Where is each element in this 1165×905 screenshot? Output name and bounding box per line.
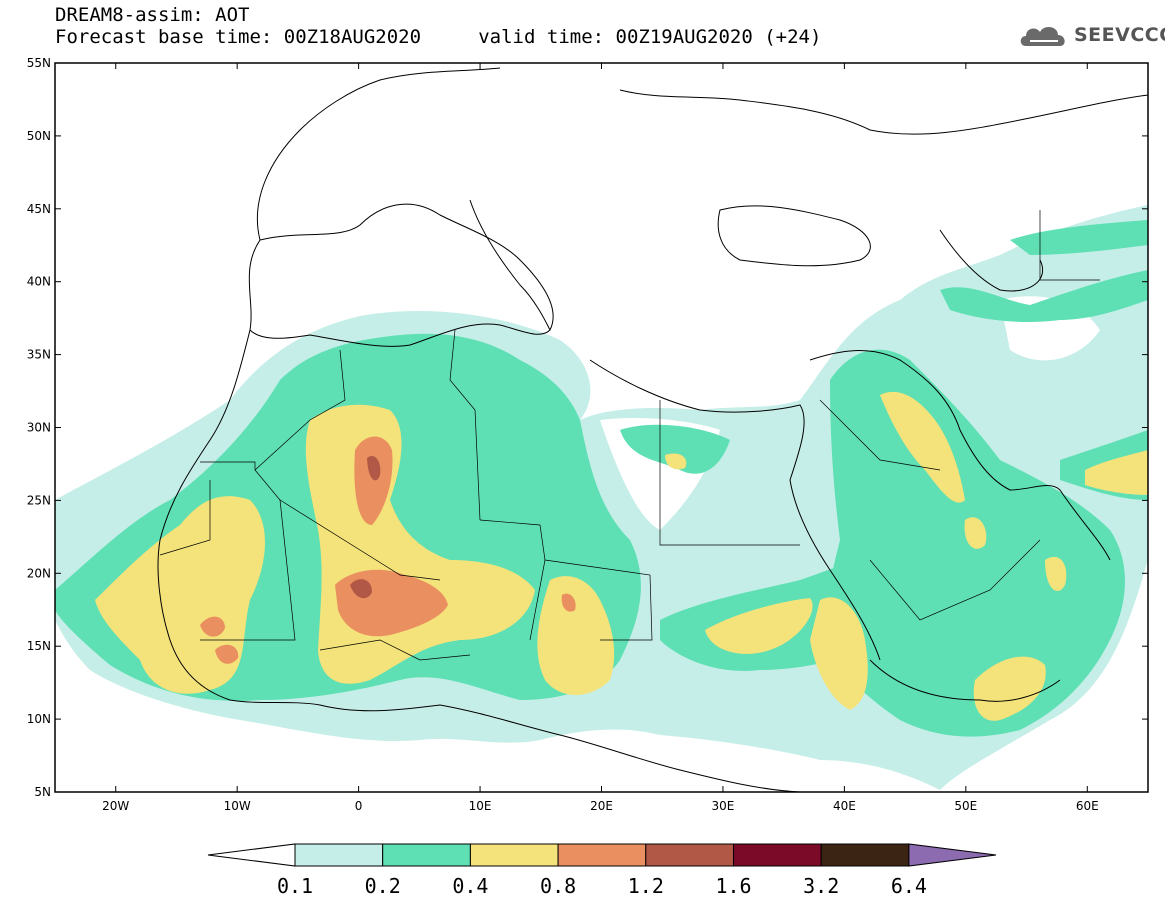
lat-tick-label: 5N <box>34 785 51 799</box>
lat-tick-label: 30N <box>27 421 51 435</box>
lat-tick-label: 25N <box>27 493 51 507</box>
colorbar-bin <box>469 843 559 867</box>
colorbar-label: 0.4 <box>452 874 488 898</box>
seevccc-logo: SEEVCCC <box>1018 22 1165 48</box>
lon-tick-label: 10W <box>224 799 251 813</box>
lon-tick-label: 20W <box>102 799 129 813</box>
colorbar: 0.1 0.2 0.4 0.8 1.2 1.6 3.2 6.4 <box>207 843 997 898</box>
lat-tick-label: 45N <box>27 202 51 216</box>
colorbar-bin <box>645 843 734 867</box>
lat-tick-label: 35N <box>27 348 51 362</box>
colorbar-bin <box>294 843 384 867</box>
aot-level-0-8 <box>200 436 576 664</box>
colorbar-label: 6.4 <box>891 874 927 898</box>
lat-tick-label: 40N <box>27 275 51 289</box>
colorbar-label: 3.2 <box>803 874 839 898</box>
coastlines <box>157 67 1148 792</box>
colorbar-bin <box>733 843 822 867</box>
lon-tick-label: 20E <box>590 799 613 813</box>
lon-tick-label: 0 <box>355 799 363 813</box>
lon-tick-label: 50E <box>954 799 977 813</box>
colorbar-bin <box>820 843 910 867</box>
colorbar-label: 1.2 <box>628 874 664 898</box>
cloud-icon <box>1020 26 1065 46</box>
lon-tick-label: 10E <box>469 799 492 813</box>
colorbar-under-triangle <box>207 843 296 867</box>
lat-tick-label: 15N <box>27 639 51 653</box>
logo-text: SEEVCCC <box>1074 24 1165 46</box>
axis-ticks: 20W 10W 0 10E 20E 30E 40E 50E 60E 55N 50N 45N 40N 35N… <box>27 56 1148 813</box>
lon-tick-label: 60E <box>1076 799 1099 813</box>
colorbar-label: 0.1 <box>277 874 313 898</box>
map-title: DREAM8-assim: AOT <box>55 4 250 26</box>
colorbar-over-triangle <box>908 843 997 867</box>
lon-tick-label: 40E <box>833 799 856 813</box>
colorbar-bin <box>382 843 471 867</box>
colorbar-label: 0.8 <box>540 874 576 898</box>
lat-tick-label: 50N <box>27 129 51 143</box>
colorbar-label: 1.6 <box>715 874 751 898</box>
lat-tick-label: 10N <box>27 712 51 726</box>
lon-tick-label: 30E <box>712 799 735 813</box>
lat-tick-label: 20N <box>27 566 51 580</box>
aot-level-1-2 <box>350 455 381 599</box>
aot-field <box>55 205 1148 790</box>
colorbar-bin <box>557 843 647 867</box>
lat-tick-label: 55N <box>27 56 51 70</box>
country-borders <box>159 210 1100 661</box>
colorbar-label: 0.2 <box>365 874 401 898</box>
forecast-time-subtitle: Forecast base time: 00Z18AUG2020 valid t… <box>55 26 822 48</box>
